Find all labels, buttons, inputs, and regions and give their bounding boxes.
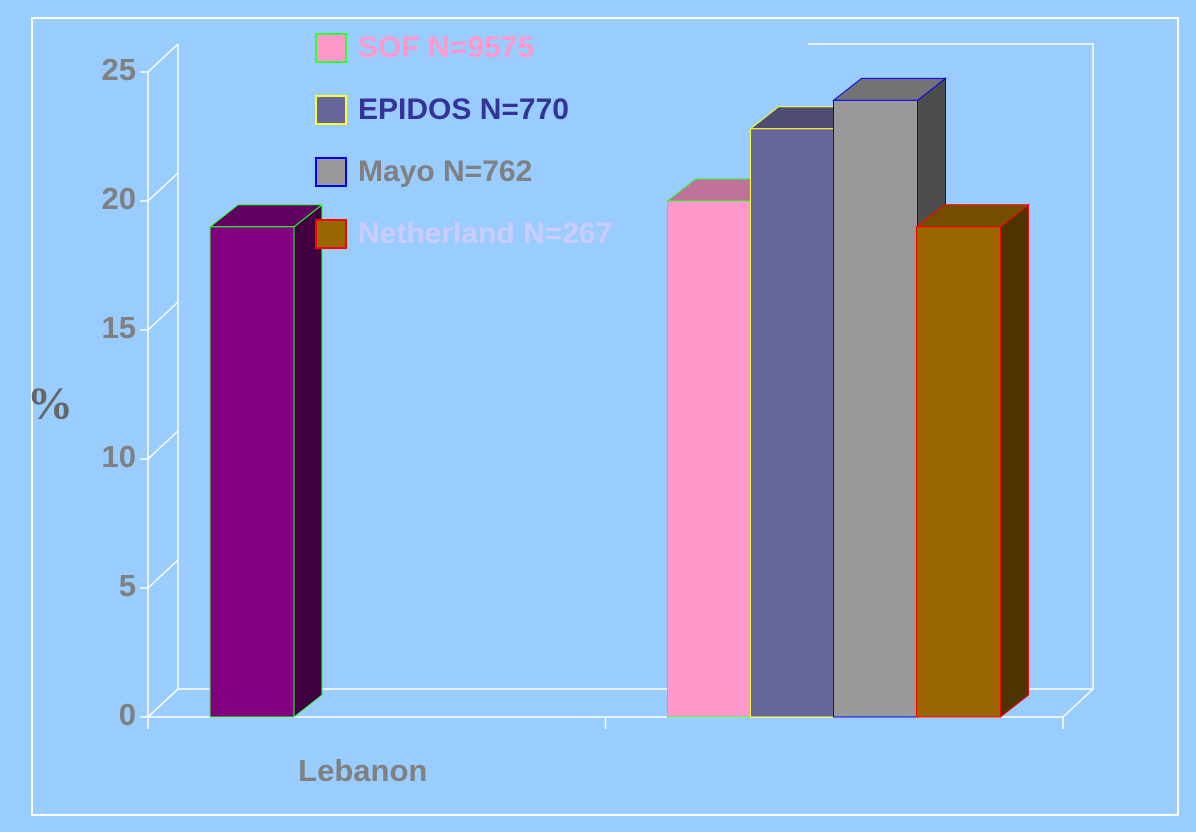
y-tick-depth	[147, 430, 179, 460]
legend-label: SOF N=9575	[358, 31, 534, 64]
y-tick-depth	[147, 301, 179, 331]
y-tick-label: 0	[119, 697, 136, 732]
legend-label: Netherland N=267	[358, 217, 612, 250]
legend-label: EPIDOS N=770	[358, 93, 569, 126]
legend-label: Mayo N=762	[358, 155, 532, 188]
bar-side	[293, 203, 323, 719]
frame	[31, 17, 1179, 816]
floor-edge	[1062, 688, 1094, 718]
y-tick-depth	[147, 172, 179, 202]
bar	[667, 200, 752, 718]
legend-swatch	[315, 157, 347, 187]
bar	[750, 128, 835, 718]
y-tick-label: 15	[102, 310, 136, 345]
bar	[916, 226, 1001, 718]
y-axis-label: %	[27, 378, 73, 429]
y-tick-depth	[147, 43, 179, 73]
bar-side	[1000, 203, 1029, 719]
y-tick-label: 10	[102, 439, 136, 474]
bar	[833, 99, 918, 718]
y-tick-label: 5	[119, 568, 136, 603]
y-tick-label: 20	[102, 181, 136, 216]
legend-swatch	[315, 219, 347, 249]
legend-swatch	[315, 95, 347, 125]
y-tick-depth	[147, 559, 179, 589]
bar	[209, 226, 295, 718]
y-tick-label: 25	[102, 52, 136, 87]
x-tick-label: Lebanon	[298, 753, 427, 788]
legend-swatch	[315, 33, 347, 63]
y-tick-depth	[147, 688, 179, 718]
